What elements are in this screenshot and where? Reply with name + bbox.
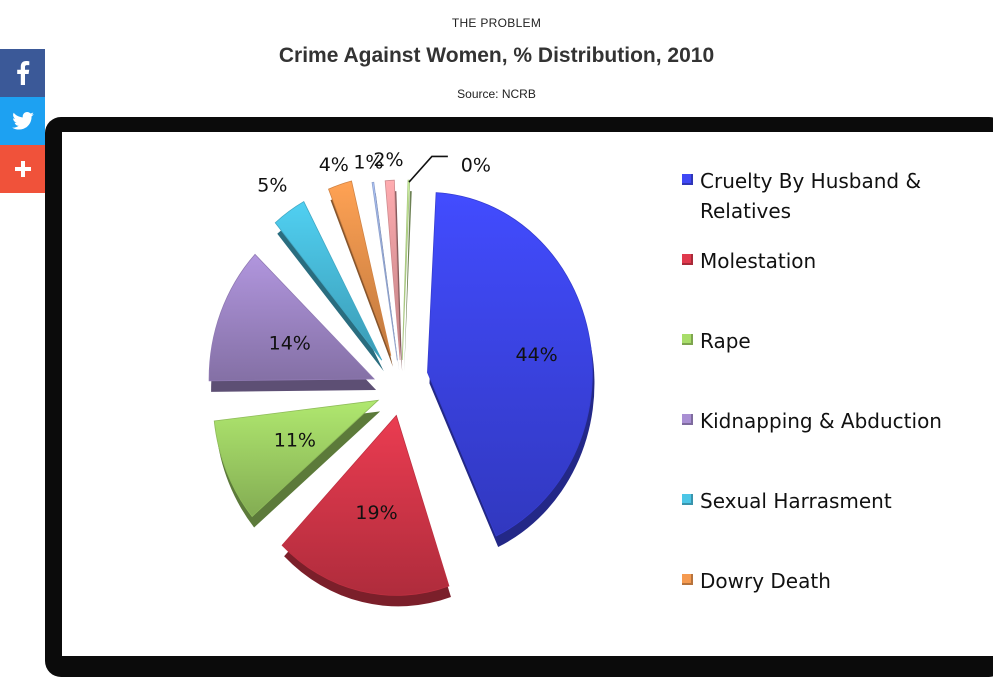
legend-item: Cruelty By Husband & Relatives (682, 166, 987, 226)
data-label-1: 19% (355, 502, 397, 524)
data-label-4: 5% (257, 175, 287, 197)
legend-label: Molestation (700, 249, 817, 273)
section-kicker: THE PROBLEM (451, 16, 542, 30)
legend-item: Molestation (682, 246, 816, 276)
pie-slice-3 (208, 253, 377, 392)
pie-chart: 44% 19% 11% 14% 5% 4% 1%2% 0% (208, 149, 595, 607)
legend-label: Kidnapping & Abduction (700, 409, 942, 433)
data-label-6: 1% (353, 151, 383, 173)
legend-item: Rape (682, 326, 751, 356)
legend-swatch (682, 494, 693, 505)
data-label-3: 14% (269, 333, 311, 355)
data-label-7: 2% (373, 149, 403, 171)
pie-slice-7 (384, 179, 403, 372)
pie-slice-4 (274, 201, 384, 372)
chart-area: 44% 19% 11% 14% 5% 4% 1% 2% 0% Cruelty By Husban… (62, 132, 993, 656)
legend-swatch (682, 334, 693, 345)
plus-icon (14, 161, 31, 177)
data-label-0: 44% (515, 344, 557, 366)
data-label-5: 4% (319, 154, 349, 176)
legend-swatch (682, 414, 693, 425)
legend-item: Sexual Harrasment (682, 486, 892, 516)
share-bar (0, 49, 45, 193)
legend-label: Sexual Harrasment (700, 489, 892, 513)
pie-slice-8 (401, 179, 412, 372)
legend-label: Rape (700, 329, 751, 353)
source-caption: Source: NCRB (457, 87, 536, 101)
twitter-share-button[interactable] (0, 97, 45, 145)
legend-label: Cruelty By Husband & Relatives (700, 169, 922, 223)
leader-line (408, 155, 448, 183)
page-title: Crime Against Women, % Distribution, 201… (278, 44, 715, 67)
pie-slice-0 (427, 192, 595, 548)
more-share-button[interactable] (0, 145, 45, 193)
facebook-share-button[interactable] (0, 49, 45, 97)
legend-swatch (682, 174, 693, 185)
legend-item: Dowry Death (682, 566, 831, 596)
twitter-icon (11, 112, 34, 130)
pie-slice-1 (281, 414, 451, 607)
legend-item: Kidnapping & Abduction (682, 406, 942, 436)
data-label-8: 0% (461, 154, 491, 176)
legend-swatch (682, 254, 693, 265)
pie-slice-2 (213, 399, 381, 528)
legend-label: Dowry Death (700, 569, 831, 593)
facebook-icon (16, 61, 29, 85)
pie-slice-6 (371, 181, 400, 372)
pie-slice-5 (328, 180, 393, 367)
legend-swatch (682, 574, 693, 585)
data-label-2: 11% (274, 430, 316, 452)
